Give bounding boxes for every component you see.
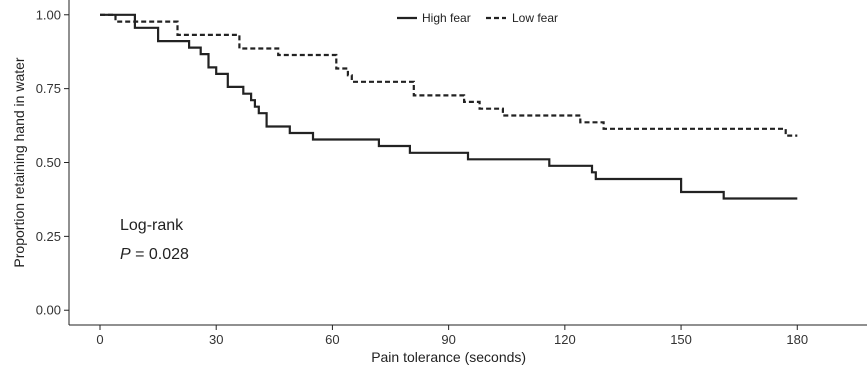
x-tick-label: 180: [786, 332, 808, 347]
y-tick-label: 0.50: [36, 155, 61, 170]
p-value-label: P = 0.028: [120, 246, 189, 263]
y-axis-title: Proportion retaining hand in water: [11, 57, 27, 267]
x-tick-label: 60: [325, 332, 339, 347]
x-tick-label: 30: [209, 332, 223, 347]
y-tick-label: 0.00: [36, 303, 61, 318]
legend-label-low-fear: Low fear: [512, 11, 558, 25]
y-tick-label: 1.00: [36, 7, 61, 22]
p-symbol: P: [120, 246, 131, 263]
y-axis: 0.00 0.25 0.50 0.75 1.00: [36, 0, 70, 325]
y-tick-label: 0.75: [36, 81, 61, 96]
x-tick-label: 120: [554, 332, 576, 347]
log-rank-label: Log-rank: [120, 217, 184, 234]
p-value: = 0.028: [131, 246, 189, 263]
y-tick-label: 0.25: [36, 229, 61, 244]
legend-label-high-fear: High fear: [422, 11, 471, 25]
x-axis: 0 30 60 90 120 150 180: [69, 324, 867, 347]
x-tick-label: 150: [670, 332, 692, 347]
series-line-low-fear: [100, 13, 798, 137]
x-tick-label: 0: [96, 332, 103, 347]
legend: High fear Low fear: [397, 11, 558, 25]
x-tick-label: 90: [441, 332, 455, 347]
series-layer: [100, 13, 798, 200]
series-line-high-fear: [100, 13, 798, 200]
x-axis-title: Pain tolerance (seconds): [371, 349, 526, 365]
